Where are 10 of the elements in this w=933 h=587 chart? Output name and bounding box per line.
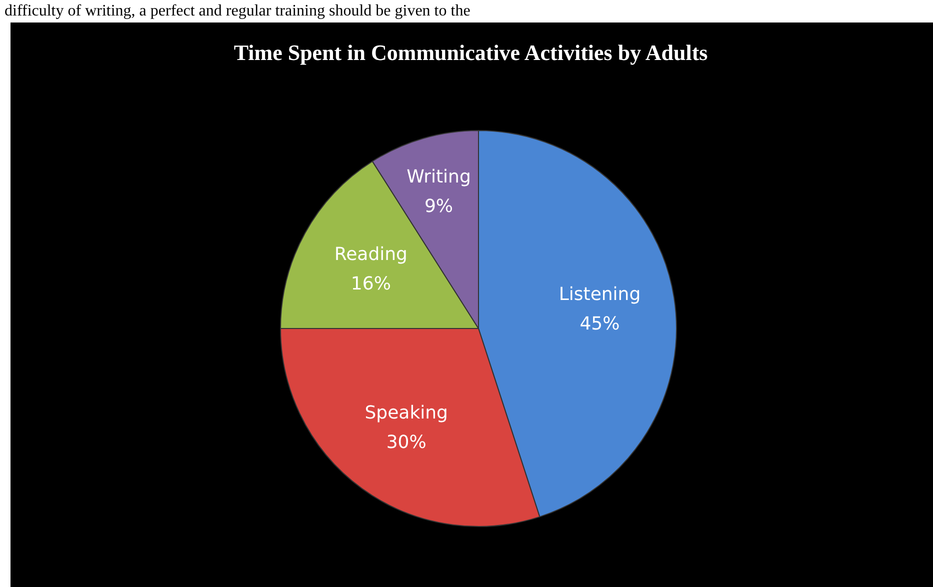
- slice-label: Speaking: [364, 402, 448, 424]
- chart-title: Time Spent in Communicative Activities by Adults: [234, 40, 708, 65]
- slice-label: Writing: [406, 166, 471, 188]
- text: difficulty of writing, a perfect and regular training should be given to the: [4, 2, 470, 20]
- data-label: 45%: [580, 313, 620, 334]
- slice-label: Listening: [558, 284, 641, 306]
- slice-label: Reading: [334, 244, 408, 266]
- data-label: 30%: [386, 432, 426, 454]
- data-label: 9%: [424, 196, 454, 217]
- data-label: 16%: [350, 274, 391, 295]
